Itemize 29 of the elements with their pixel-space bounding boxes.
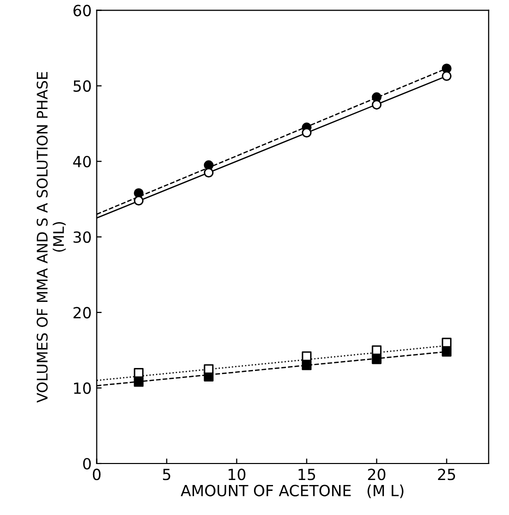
y-tick-label: 30: [74, 231, 91, 243]
point: [442, 346, 452, 357]
x-axis-title: AMOUNT OF ACETONE (M L): [180, 484, 404, 498]
y-axis-title: VOLUMES OF MMA AND S A SOLUTION PHASE (ML): [36, 72, 66, 403]
y-tick-label: 50: [74, 80, 91, 92]
point: [372, 100, 382, 110]
y-tick-label: 10: [74, 382, 91, 394]
y-tick-label: 60: [73, 4, 91, 16]
y-tick-label: 40: [73, 156, 91, 168]
point: [204, 168, 214, 178]
y-tick-label: 0: [83, 458, 91, 470]
point: [134, 377, 144, 387]
point: [134, 368, 144, 378]
point: [442, 71, 452, 81]
point: [302, 360, 312, 370]
point: [372, 345, 382, 356]
point: [204, 364, 214, 374]
point: [302, 351, 312, 362]
x-tick-label: 20: [368, 468, 386, 480]
point: [372, 354, 382, 364]
point: [442, 338, 452, 348]
x-tick-label: 0: [92, 468, 101, 480]
point: [302, 128, 312, 138]
x-tick-label: 15: [298, 468, 316, 480]
y-tick-label: 20: [74, 306, 91, 318]
x-tick-label: 5: [163, 468, 170, 480]
x-tick-label: 25: [438, 468, 456, 480]
x-tick-label: 10: [228, 468, 246, 480]
point: [134, 196, 144, 206]
